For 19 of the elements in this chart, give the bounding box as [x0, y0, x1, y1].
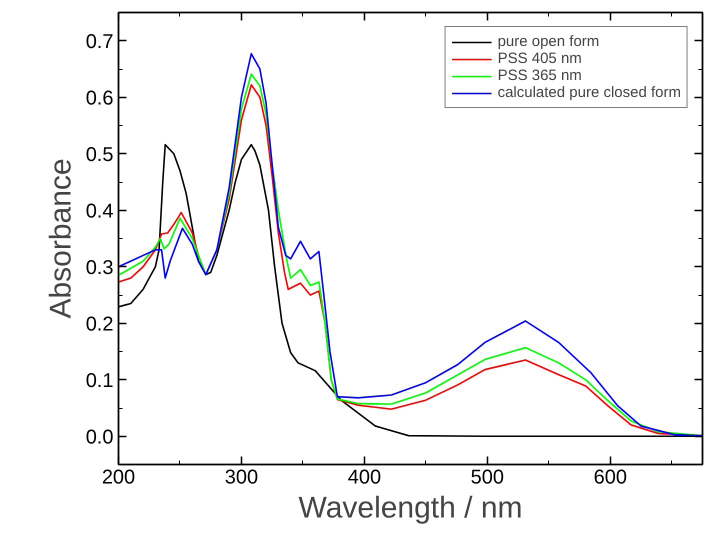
x-axis-title: Wavelength / nm	[298, 492, 523, 524]
y-tick-label: 0.6	[86, 87, 114, 110]
y-tick-label: 0.2	[86, 313, 114, 336]
y-tick-label: 0.0	[86, 426, 114, 448]
x-tick-label: 600	[594, 466, 627, 488]
y-tick-label: 0.5	[86, 144, 114, 166]
y-tick-label: 0.1	[86, 370, 114, 392]
x-tick-label: 200	[102, 466, 136, 488]
legend-label: PSS 365 nm	[498, 67, 582, 84]
x-tick-label: 300	[224, 466, 258, 488]
legend-label: PSS 405 nm	[498, 50, 582, 67]
legend-label: pure open form	[498, 33, 600, 50]
x-tick-label: 500	[470, 466, 504, 488]
y-axis-title: Absorbance	[44, 158, 78, 319]
legend-label: calculated pure closed form	[498, 84, 681, 101]
y-tick-label: 0.7	[86, 30, 114, 53]
x-tick-label: 400	[348, 466, 382, 488]
y-tick-label: 0.3	[86, 256, 114, 279]
y-tick-label: 0.4	[86, 200, 114, 222]
